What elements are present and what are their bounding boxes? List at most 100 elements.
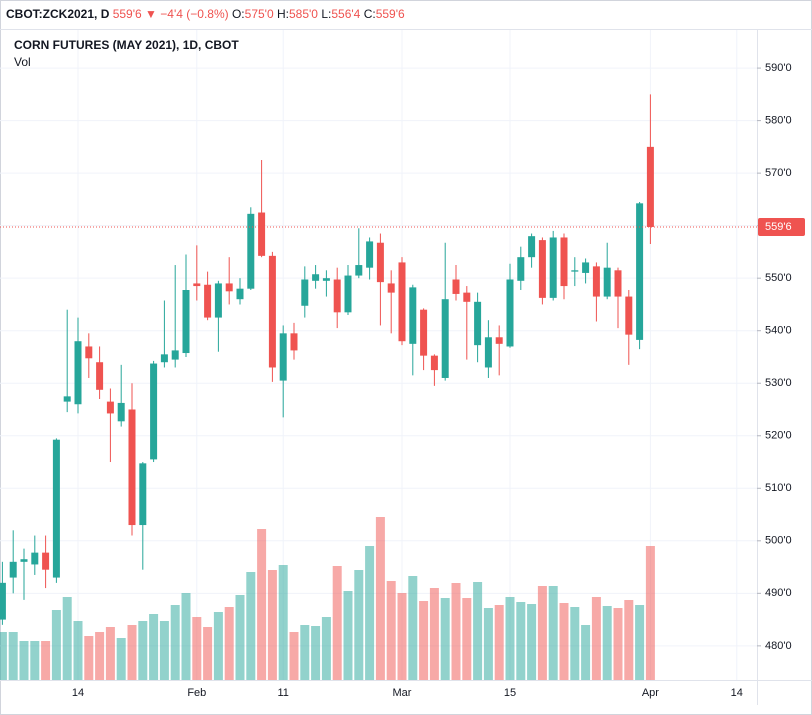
chart-title: CORN FUTURES (MAY 2021), 1D, CBOT (14, 38, 239, 52)
volume-bar (419, 601, 429, 680)
ohlc-key: C: (364, 7, 376, 21)
volume-bar (505, 597, 515, 680)
candle-body (560, 237, 568, 287)
candle-body (409, 287, 417, 344)
volume-bar (300, 625, 310, 680)
candle-body (139, 463, 147, 526)
volume-bar (483, 608, 493, 680)
volume-bar (332, 566, 342, 680)
x-tick-label: Mar (393, 687, 412, 699)
volume-bar (624, 600, 634, 680)
ohlc-value: 575'0 (245, 7, 274, 21)
candle-body (571, 270, 579, 272)
x-tick-label: Feb (187, 687, 206, 699)
volume-bar (203, 627, 213, 680)
volume-bar (116, 638, 126, 680)
candle-body (517, 257, 525, 281)
candle-body (74, 341, 82, 405)
candle-body (420, 309, 428, 356)
volume-bar (138, 621, 148, 680)
x-tick-label: 14 (731, 687, 743, 699)
volume-bar (645, 546, 655, 680)
candle-body (96, 362, 104, 390)
candle-body (344, 275, 352, 313)
candle-body (279, 333, 287, 381)
candle-body (106, 401, 114, 414)
candle-body (495, 337, 503, 344)
candle-body (9, 561, 17, 578)
y-tick-label: 500'0 (765, 535, 792, 547)
volume-bar (559, 603, 569, 680)
candle-body (128, 409, 136, 526)
last-price-box (758, 217, 805, 236)
volume-bar (73, 621, 83, 680)
candle-body (20, 559, 28, 562)
y-tick-label: 570'0 (765, 167, 792, 179)
volume-bar (494, 605, 504, 680)
volume-bar (127, 625, 137, 680)
volume-bar (41, 641, 51, 680)
volume-bar (235, 595, 245, 680)
candle-body (247, 213, 255, 289)
candle-body (225, 283, 233, 292)
volume-bar (170, 605, 180, 680)
last-price: 559'6 (113, 7, 142, 21)
volume-bar (365, 546, 375, 680)
candle-body (582, 262, 590, 273)
volume-bar (8, 632, 18, 680)
volume-bar (429, 588, 439, 680)
candle-body (150, 363, 158, 460)
candle-body (636, 203, 644, 340)
candle-body (322, 278, 330, 281)
volume-bar (0, 632, 7, 680)
volume-bar (311, 626, 321, 680)
volume-bar (343, 591, 353, 680)
ohlc-key: L: (321, 7, 331, 21)
volume-bar (602, 606, 612, 680)
candle-body (31, 552, 39, 565)
candle-body (42, 552, 50, 570)
volume-bar (548, 586, 558, 680)
volume-bar (105, 627, 115, 680)
volume-bar (192, 617, 202, 680)
candle-body (0, 582, 6, 620)
y-tick-label: 590'0 (765, 62, 792, 74)
change: −4'4 (−0.8%) (160, 7, 228, 21)
volume-bar (635, 605, 645, 680)
candle-body (52, 439, 60, 578)
candle-body (538, 240, 546, 298)
header-bar: CBOT:ZCK2021, D 559'6 ▼ −4'4 (−0.8%) O:5… (6, 7, 405, 21)
volume-bar (462, 598, 472, 680)
candle-body (333, 279, 341, 313)
volume-bar (375, 517, 385, 680)
down-arrow: ▼ (145, 7, 157, 21)
volume-bar (354, 570, 364, 680)
volume-bar (267, 570, 277, 680)
y-tick-label: 520'0 (765, 430, 792, 442)
volume-label: Vol (14, 55, 31, 69)
ohlc-key: H: (277, 7, 289, 21)
y-tick-label: 480'0 (765, 640, 792, 652)
candle-body (452, 279, 460, 294)
ohlc-value: 585'0 (289, 7, 318, 21)
candle-body (366, 241, 374, 268)
volume-bar (527, 604, 537, 680)
candle-body (236, 288, 244, 300)
candle-body (474, 301, 482, 346)
volume-bar (321, 617, 331, 680)
candle-body (506, 279, 514, 347)
candle-body (484, 337, 492, 368)
candle-body (603, 267, 611, 297)
candle-body (312, 274, 320, 281)
volume-bar (613, 608, 623, 680)
candle-body (430, 355, 438, 371)
volume-bar (95, 632, 105, 680)
candle-body (398, 262, 406, 342)
volume-bar (246, 572, 256, 680)
y-tick-label: 580'0 (765, 115, 792, 127)
ohlc-key: O: (232, 7, 245, 21)
volume-bar (257, 529, 267, 680)
volume-bar (408, 576, 418, 680)
